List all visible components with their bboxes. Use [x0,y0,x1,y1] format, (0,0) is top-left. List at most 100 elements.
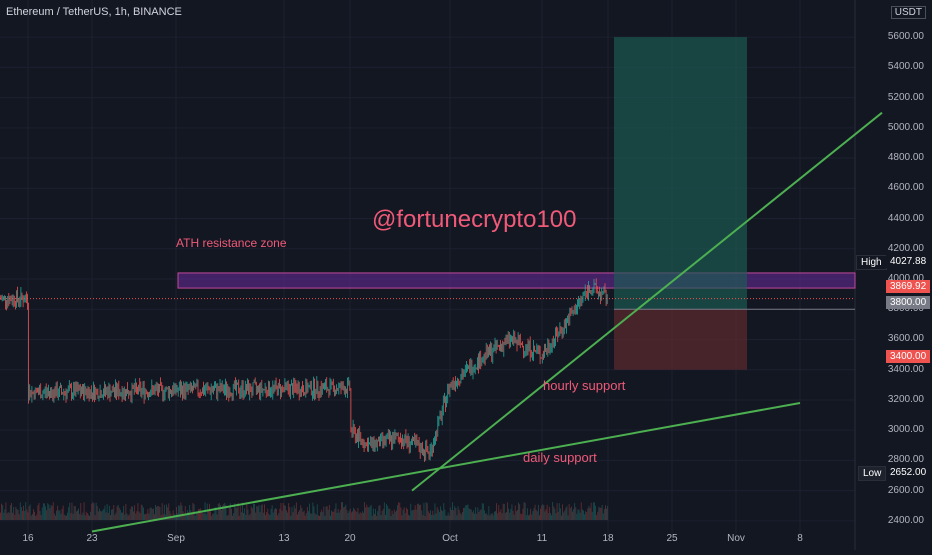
volume-bar [86,512,87,520]
volume-bar [587,508,588,520]
volume-bar [404,507,405,520]
volume-bar [217,514,218,520]
volume-bar [488,506,489,520]
volume-bar [204,514,205,520]
volume-bar [606,509,607,520]
volume-bar [122,513,123,520]
volume-bar [143,508,144,520]
volume-bar [462,512,463,520]
volume-bar [406,508,407,520]
symbol-title: Ethereum / TetherUS, 1h, BINANCE [6,6,182,18]
volume-bar [603,513,604,520]
volume-bar [337,513,338,520]
volume-bar [432,511,433,520]
high-label-tag: High [856,255,887,270]
volume-bar [254,504,255,520]
volume-bar [121,513,122,520]
volume-bar [102,510,103,520]
volume-bar [3,513,4,520]
volume-bar [459,510,460,520]
volume-bar [72,502,73,520]
volume-bar [526,515,527,520]
volume-bar [68,507,69,520]
volume-bar [411,510,412,520]
volume-bar [43,503,44,520]
volume-bar [491,514,492,520]
price-tick-label: 5000.00 [888,122,924,133]
volume-bar [191,514,192,520]
volume-bar [532,511,533,520]
volume-bar [248,509,249,520]
time-tick-label: Sep [167,533,185,544]
volume-bar [0,513,1,520]
low-label-tag: Low [858,466,886,481]
volume-bar [347,510,348,520]
volume-bar [140,513,141,520]
volume-bar [80,503,81,520]
volume-bar [193,503,194,520]
volume-bar [433,515,434,520]
currency-label[interactable]: USDT [891,6,926,19]
volume-bar [438,510,439,520]
watermark-text: @fortunecrypto100 [372,206,576,234]
volume-bar [403,510,404,520]
volume-bar [540,509,541,520]
volume-bar [304,511,305,520]
volume-bar [6,502,7,520]
volume-bar [424,503,425,520]
volume-bar [362,511,363,520]
volume-bar [505,513,506,520]
price-tick-label: 3000.00 [888,424,924,435]
drawing-zones [0,37,855,370]
volume-bar [436,513,437,520]
volume-bar [31,516,32,520]
volume-bar [235,508,236,520]
volume-bar [275,508,276,520]
volume-bar [223,504,224,520]
volume-bar [46,510,47,520]
volume-bar [79,514,80,520]
volume-bar [61,514,62,520]
volume-bar [221,510,222,520]
volume-bar [295,508,296,520]
volume-bar [578,509,579,520]
volume-bar [51,505,52,520]
volume-bar [300,505,301,520]
volume-bar [536,510,537,520]
volume-bar [464,508,465,520]
volume-bar [288,503,289,520]
volume-bar [509,513,510,520]
volume-bar [96,503,97,520]
volume-bar [158,506,159,520]
volume-bar [290,516,291,520]
volume-bar [556,513,557,520]
volume-bar [251,506,252,520]
price-tick-label: 5600.00 [888,31,924,42]
volume-bar [66,516,67,520]
volume-bar [389,509,390,520]
volume-bar [114,515,115,520]
volume-bar [319,516,320,520]
volume-bar [384,502,385,520]
stop-zone [614,309,747,369]
volume-bar [377,511,378,520]
volume-bar [50,508,51,520]
volume-bar [575,507,576,520]
volume-bar [573,509,574,520]
price-tick-label: 2400.00 [888,515,924,526]
time-tick-label: Oct [442,533,458,544]
volume-bar [592,512,593,520]
volume-bar [316,514,317,520]
volume-bar [452,502,453,520]
volume-bar [397,505,398,520]
volume-bar [277,515,278,520]
volume-bar [178,505,179,520]
volume-bar [2,505,3,520]
volume-bar [317,504,318,520]
volume-bar [306,513,307,520]
volume-bar [352,511,353,520]
volume-bar [85,515,86,520]
volume-bar [292,507,293,520]
